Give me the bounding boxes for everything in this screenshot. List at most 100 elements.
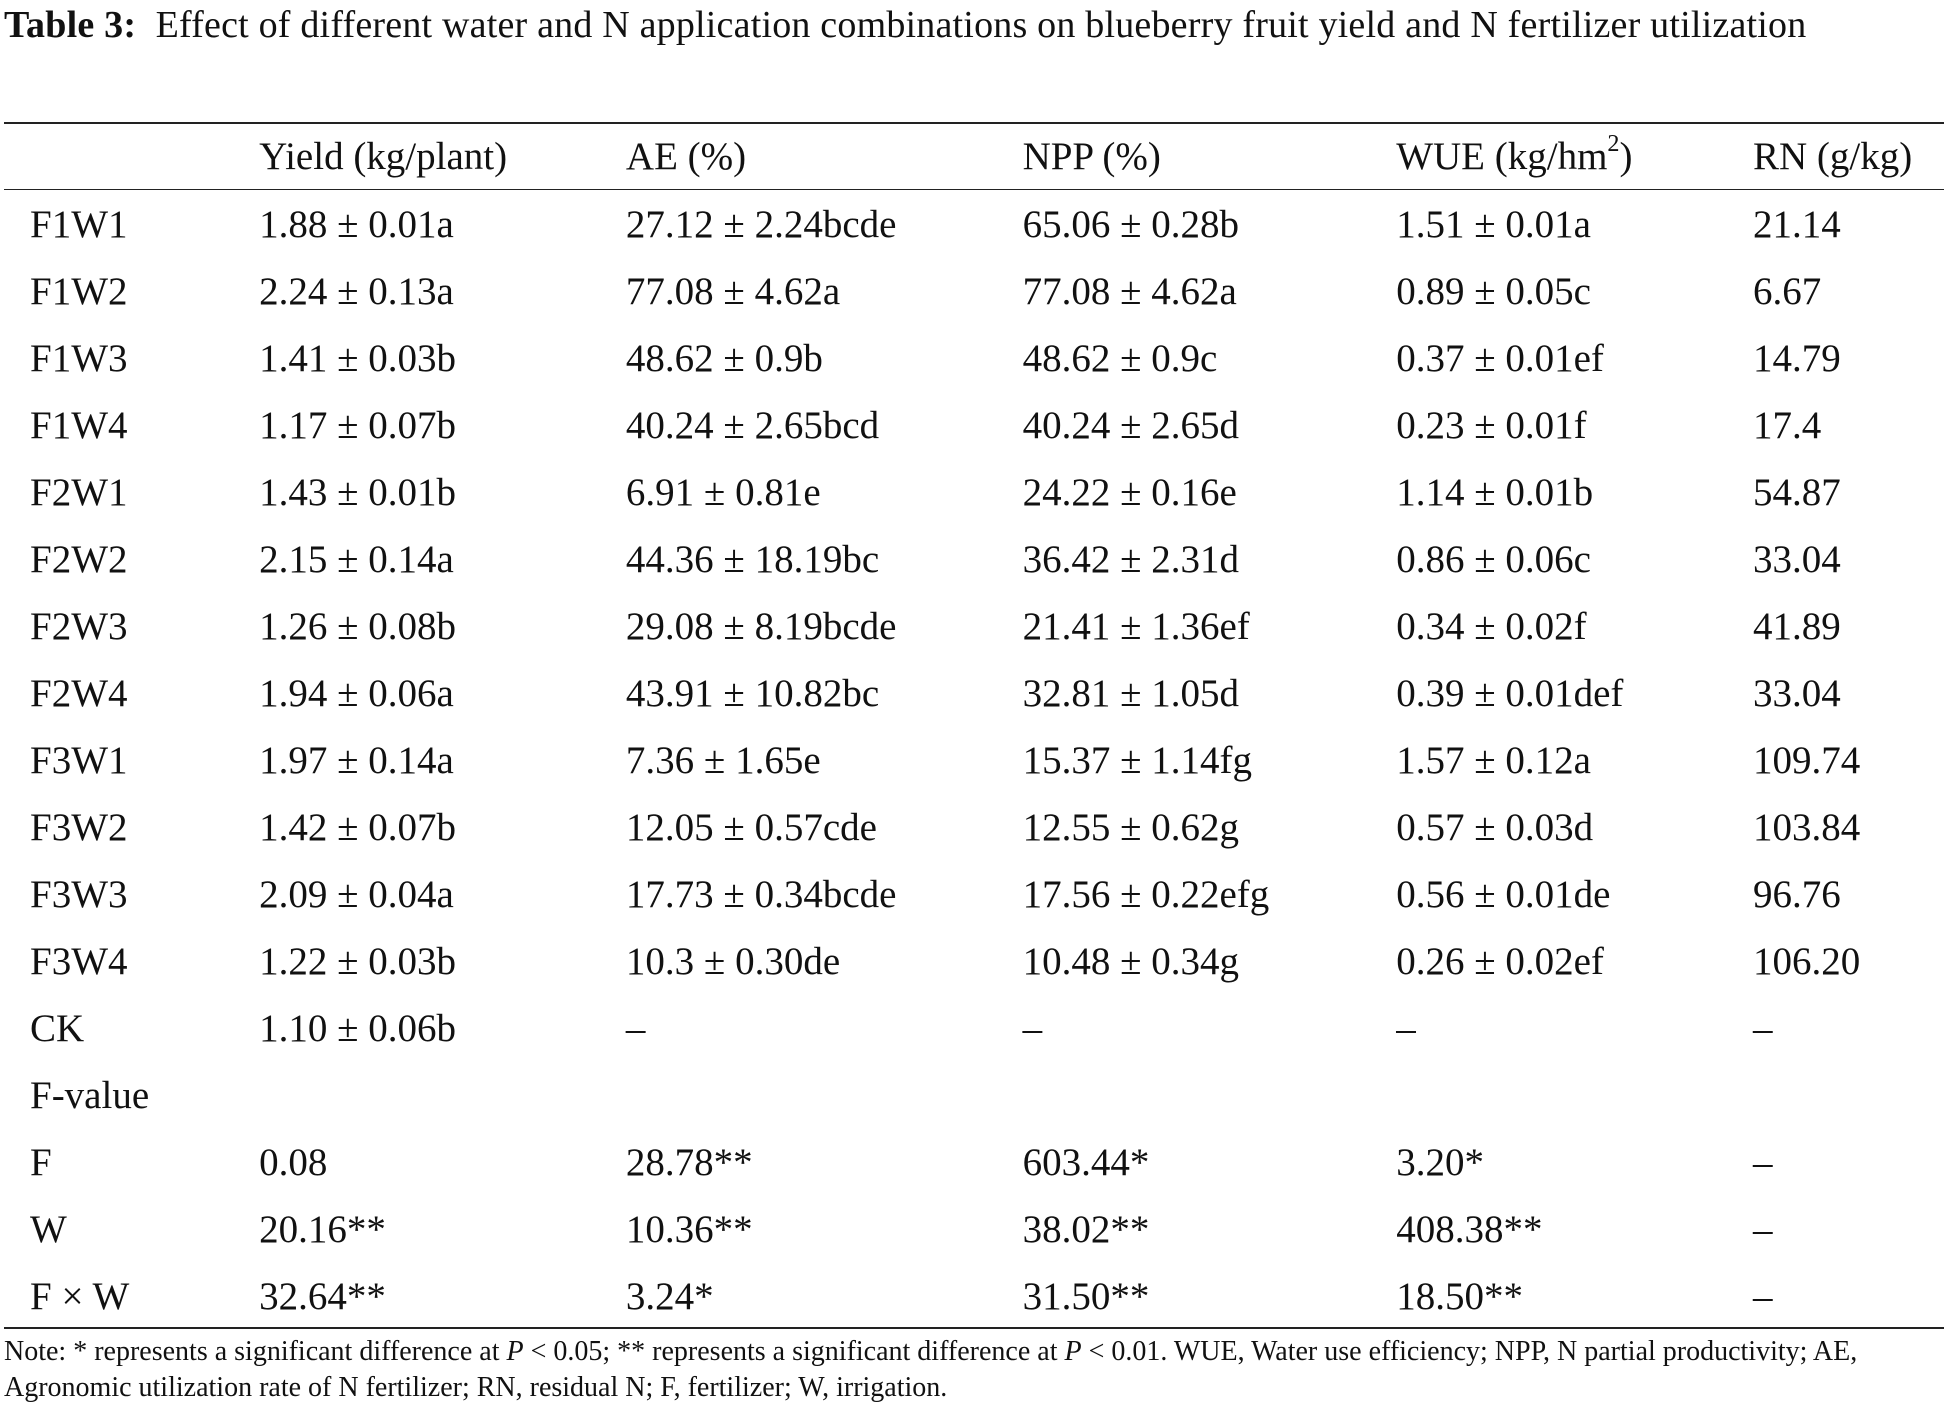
cell-rn: 54.87	[1753, 471, 1841, 514]
cell-wue: 0.89 ± 0.05c	[1396, 270, 1591, 313]
cell-treatment: W	[30, 1208, 67, 1251]
cell-treatment: F3W4	[30, 940, 128, 983]
cell-rn: 14.79	[1753, 337, 1841, 380]
cell-treatment: F2W4	[30, 672, 128, 715]
cell-ae: 12.05 ± 0.57cde	[625, 806, 877, 849]
header-wue-suffix: )	[1619, 135, 1633, 178]
cell-yield: 1.22 ± 0.03b	[259, 940, 456, 983]
cell-npp: 36.42 ± 2.31d	[1022, 538, 1239, 581]
cell-ae: 40.24 ± 2.65bcd	[625, 404, 880, 447]
table-note: Note: * represents a significant differe…	[4, 1334, 1948, 1406]
cell-ae: 7.36 ± 1.65e	[625, 739, 821, 782]
cell-npp	[1023, 1062, 1397, 1129]
cell-wue: 0.23 ± 0.01f	[1396, 404, 1587, 447]
cell-ae: 44.36 ± 18.19bc	[625, 538, 880, 581]
cell-wue: 0.34 ± 0.02f	[1396, 605, 1587, 648]
note-p-symbol-1: P	[506, 1336, 524, 1367]
cell-yield: 2.09 ± 0.04a	[259, 873, 454, 916]
table-row: F × W 32.64** 3.24* 31.50** 18.50** –	[4, 1263, 1952, 1330]
cell-rn: 106.20	[1753, 940, 1861, 983]
cell-wue: 0.86 ± 0.06c	[1396, 538, 1591, 581]
header-ae: AE (%)	[625, 135, 747, 178]
cell-ae: 28.78**	[625, 1141, 753, 1184]
table-page: Table 3: Effect of different water and N…	[4, 0, 1952, 1409]
table-row: F-value	[4, 1062, 1952, 1129]
cell-treatment: F1W1	[30, 203, 128, 246]
cell-treatment: F2W1	[30, 471, 128, 514]
table-header-rule	[4, 189, 1944, 190]
cell-rn: 103.84	[1753, 806, 1861, 849]
header-rn: RN (g/kg)	[1753, 135, 1913, 178]
cell-npp: 10.48 ± 0.34g	[1022, 940, 1239, 983]
cell-ae: 27.12 ± 2.24bcde	[625, 203, 897, 246]
cell-treatment: F-value	[30, 1074, 150, 1117]
cell-npp: 15.37 ± 1.14fg	[1022, 739, 1252, 782]
table-row: F1W1 1.88 ± 0.01a 27.12 ± 2.24bcde 65.06 ± …	[4, 189, 1952, 258]
cell-treatment: F2W3	[30, 605, 128, 648]
note-part-1: Note: * represents a significant differe…	[4, 1336, 507, 1367]
cell-treatment: CK	[30, 1007, 85, 1050]
cell-wue: 0.56 ± 0.01de	[1396, 873, 1611, 916]
cell-wue: 408.38**	[1396, 1208, 1543, 1251]
cell-npp: 38.02**	[1022, 1208, 1150, 1251]
table-row: F2W3 1.26 ± 0.08b 29.08 ± 8.19bcde 21.41 ± …	[4, 593, 1952, 660]
cell-rn: –	[1753, 1275, 1773, 1318]
cell-treatment: F3W1	[30, 739, 128, 782]
cell-npp: 31.50**	[1022, 1275, 1150, 1318]
table-caption: Table 3: Effect of different water and N…	[4, 0, 1952, 50]
cell-npp: 21.41 ± 1.36ef	[1022, 605, 1250, 648]
cell-rn: –	[1753, 1141, 1773, 1184]
cell-yield: 1.26 ± 0.08b	[259, 605, 456, 648]
cell-wue: 0.39 ± 0.01def	[1396, 672, 1624, 715]
cell-rn: 21.14	[1753, 203, 1841, 246]
cell-yield: 32.64**	[259, 1275, 386, 1318]
table-header-row: Yield (kg/plant) AE (%) NPP (%) WUE (kg/…	[4, 124, 1952, 189]
cell-yield	[259, 1062, 626, 1129]
table-body: F1W1 1.88 ± 0.01a 27.12 ± 2.24bcde 65.06 ± …	[4, 189, 1952, 1330]
cell-rn: 96.76	[1753, 873, 1841, 916]
cell-rn: 109.74	[1753, 739, 1861, 782]
cell-yield: 0.08	[259, 1141, 328, 1184]
cell-wue: 1.51 ± 0.01a	[1396, 203, 1591, 246]
note-p-symbol-2: P	[1064, 1336, 1082, 1367]
header-wue-prefix: WUE (kg/hm	[1396, 135, 1608, 178]
cell-npp: 24.22 ± 0.16e	[1022, 471, 1237, 514]
cell-yield: 20.16**	[259, 1208, 386, 1251]
table-top-rule	[4, 122, 1944, 124]
cell-rn: –	[1753, 1208, 1773, 1251]
table-bottom-rule	[4, 1327, 1944, 1329]
cell-npp: 12.55 ± 0.62g	[1022, 806, 1239, 849]
table-row: F2W1 1.43 ± 0.01b 6.91 ± 0.81e 24.22 ± 0.16…	[4, 459, 1952, 526]
cell-npp: 77.08 ± 4.62a	[1022, 270, 1237, 313]
cell-yield: 1.43 ± 0.01b	[259, 471, 456, 514]
cell-wue: 0.37 ± 0.01ef	[1396, 337, 1604, 380]
cell-ae: 29.08 ± 8.19bcde	[625, 605, 897, 648]
cell-treatment: F	[30, 1141, 52, 1184]
cell-ae: 48.62 ± 0.9b	[625, 337, 823, 380]
table-row: F1W4 1.17 ± 0.07b 40.24 ± 2.65bcd 40.24 ± 2…	[4, 392, 1952, 459]
cell-yield: 1.42 ± 0.07b	[259, 806, 456, 849]
cell-npp: 40.24 ± 2.65d	[1022, 404, 1239, 447]
table-row: F3W4 1.22 ± 0.03b 10.3 ± 0.30de 10.48 ± 0.3…	[4, 928, 1952, 995]
cell-treatment: F2W2	[30, 538, 128, 581]
table-row: W 20.16** 10.36** 38.02** 408.38** –	[4, 1196, 1952, 1263]
cell-ae: 3.24*	[625, 1275, 714, 1318]
cell-ae: 43.91 ± 10.82bc	[625, 672, 880, 715]
cell-rn: 6.67	[1753, 270, 1822, 313]
cell-ae: 10.3 ± 0.30de	[625, 940, 841, 983]
cell-rn: 33.04	[1753, 538, 1841, 581]
note-part-3: < 0.01. WUE, Water use efficiency; NPP, …	[4, 1336, 1858, 1403]
cell-wue: 0.57 ± 0.03d	[1396, 806, 1594, 849]
cell-wue	[1396, 1062, 1753, 1129]
table-row: F3W1 1.97 ± 0.14a 7.36 ± 1.65e 15.37 ± 1.14…	[4, 727, 1952, 794]
table-caption-text: Effect of different water and N applicat…	[155, 4, 1807, 46]
cell-wue: 3.20*	[1396, 1141, 1484, 1184]
table-row: F3W3 2.09 ± 0.04a 17.73 ± 0.34bcde 17.56 ± …	[4, 861, 1952, 928]
cell-rn: –	[1753, 1007, 1773, 1050]
cell-treatment: F3W3	[30, 873, 128, 916]
cell-yield: 1.41 ± 0.03b	[259, 337, 456, 380]
cell-ae: –	[625, 1007, 646, 1050]
cell-ae	[626, 1062, 1023, 1129]
cell-ae: 6.91 ± 0.81e	[625, 471, 821, 514]
cell-npp: 17.56 ± 0.22efg	[1022, 873, 1270, 916]
